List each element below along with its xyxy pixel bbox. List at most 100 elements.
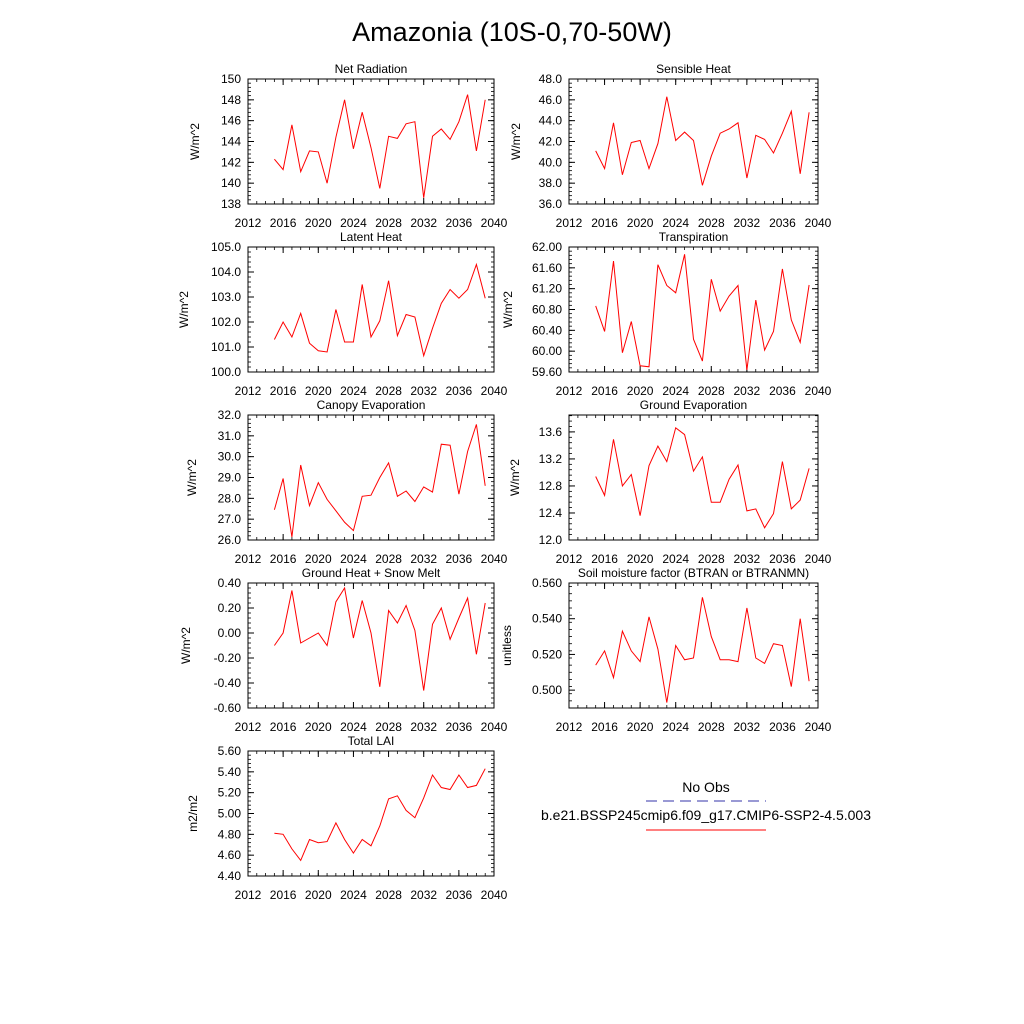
y-tick-label: 12.8 xyxy=(539,479,563,493)
panel-title: Canopy Evaporation xyxy=(317,398,426,412)
y-tick-label: 44.0 xyxy=(539,114,563,128)
y-tick-label: 102.0 xyxy=(211,315,241,329)
legend-case-label: b.e21.BSSP245cmip6.f09_g17.CMIP6-SSP2-4.… xyxy=(541,807,871,823)
legend-obs-label: No Obs xyxy=(682,779,729,795)
x-tick-label: 2032 xyxy=(410,216,437,230)
x-tick-label: 2036 xyxy=(769,216,796,230)
y-tick-label: 13.6 xyxy=(539,425,563,439)
x-tick-label: 2016 xyxy=(270,552,297,566)
x-tick-label: 2032 xyxy=(410,888,437,902)
y-axis-label: W/m^2 xyxy=(501,291,515,328)
y-tick-label: 46.0 xyxy=(539,93,563,107)
legend: No Obs b.e21.BSSP245cmip6.f09_g17.CMIP6-… xyxy=(541,779,871,831)
chart-panel-3: Latent Heat W/m^2 2012 2016 2020 2024 2028 2032… xyxy=(177,230,508,398)
x-tick-label: 2040 xyxy=(481,384,508,398)
panel-title: Transpiration xyxy=(659,230,729,244)
y-axis-label: W/m^2 xyxy=(179,627,193,664)
x-tick-label: 2020 xyxy=(305,216,332,230)
x-tick-label: 2032 xyxy=(734,216,761,230)
x-tick-label: 2036 xyxy=(769,552,796,566)
x-tick-label: 2020 xyxy=(627,384,654,398)
x-tick-label: 2020 xyxy=(305,888,332,902)
y-tick-label: 146 xyxy=(221,114,241,128)
x-tick-label: 2012 xyxy=(235,552,262,566)
y-tick-label: 104.0 xyxy=(211,265,241,279)
x-tick-label: 2028 xyxy=(698,216,725,230)
x-tick-label: 2040 xyxy=(805,552,832,566)
y-tick-label: 60.80 xyxy=(532,303,562,317)
x-tick-label: 2024 xyxy=(340,888,367,902)
x-tick-label: 2012 xyxy=(235,888,262,902)
y-tick-label: 30.0 xyxy=(218,450,242,464)
x-tick-label: 2016 xyxy=(270,720,297,734)
series-line xyxy=(273,586,486,691)
series-line xyxy=(595,426,810,529)
x-tick-label: 2032 xyxy=(734,384,761,398)
chart-panel-7: Ground Heat + Snow Melt W/m^2 2012 2016 2020… xyxy=(179,566,508,734)
x-tick-label: 2028 xyxy=(375,216,402,230)
y-tick-label: 27.0 xyxy=(218,512,242,526)
chart-panel-8: Soil moisture factor (BTRAN or BTRANMN) u… xyxy=(500,566,832,734)
x-tick-label: 2036 xyxy=(446,216,473,230)
x-tick-label: 2040 xyxy=(481,888,508,902)
y-tick-label: 103.0 xyxy=(211,290,241,304)
series-line xyxy=(273,424,486,537)
chart-panel-2: Sensible Heat W/m^2 2012 2016 2020 2024 2028 20… xyxy=(509,62,832,230)
series-line xyxy=(274,768,486,862)
y-tick-label: 12.0 xyxy=(539,533,563,547)
y-tick-label: 48.0 xyxy=(539,72,563,86)
x-tick-label: 2036 xyxy=(769,720,796,734)
y-axis-label: W/m^2 xyxy=(509,123,523,160)
panel-title: Soil moisture factor (BTRAN or BTRANMN) xyxy=(578,566,809,580)
x-tick-label: 2028 xyxy=(375,384,402,398)
x-tick-label: 2028 xyxy=(698,384,725,398)
x-tick-label: 2016 xyxy=(270,216,297,230)
y-tick-label: 144 xyxy=(221,135,241,149)
x-tick-label: 2024 xyxy=(340,384,367,398)
y-axis-label: W/m^2 xyxy=(188,123,202,160)
series-line xyxy=(595,597,810,703)
y-tick-label: 62.00 xyxy=(532,240,562,254)
series-line xyxy=(274,94,486,198)
x-tick-label: 2020 xyxy=(305,720,332,734)
x-tick-label: 2040 xyxy=(481,552,508,566)
y-axis-label: W/m^2 xyxy=(508,459,522,496)
series-line xyxy=(595,96,810,186)
y-tick-label: 105.0 xyxy=(211,240,241,254)
y-tick-label: 38.0 xyxy=(539,176,563,190)
y-tick-label: 4.40 xyxy=(218,869,242,883)
y-tick-label: 0.00 xyxy=(218,626,242,640)
plot-frame xyxy=(568,246,819,373)
y-tick-label: 0.40 xyxy=(218,576,242,590)
x-tick-label: 2020 xyxy=(627,720,654,734)
x-tick-label: 2024 xyxy=(662,552,689,566)
x-tick-label: 2040 xyxy=(805,384,832,398)
x-tick-label: 2028 xyxy=(375,720,402,734)
y-tick-label: 5.40 xyxy=(218,765,242,779)
y-tick-label: 61.60 xyxy=(532,261,562,275)
y-tick-label: 5.20 xyxy=(218,786,242,800)
x-tick-label: 2016 xyxy=(270,888,297,902)
x-tick-label: 2032 xyxy=(410,384,437,398)
x-tick-label: 2024 xyxy=(662,216,689,230)
x-tick-label: 2028 xyxy=(698,720,725,734)
y-tick-label: 32.0 xyxy=(218,408,242,422)
x-tick-label: 2012 xyxy=(235,720,262,734)
y-tick-label: 60.40 xyxy=(532,323,562,337)
x-tick-label: 2032 xyxy=(734,720,761,734)
x-tick-label: 2032 xyxy=(410,720,437,734)
y-tick-label: 0.540 xyxy=(532,612,562,626)
x-tick-label: 2036 xyxy=(446,384,473,398)
x-tick-label: 2012 xyxy=(556,552,583,566)
x-tick-label: 2016 xyxy=(591,552,618,566)
plot-frame xyxy=(247,582,495,709)
y-tick-label: 36.0 xyxy=(539,197,563,211)
y-tick-label: 61.20 xyxy=(532,282,562,296)
chart-panel-5: Canopy Evaporation W/m^2 2012 2016 2020 2024 2… xyxy=(185,398,508,566)
plot-frame xyxy=(247,78,495,205)
y-tick-label: 140 xyxy=(221,176,241,190)
series-line xyxy=(273,262,486,358)
y-axis-label: W/m^2 xyxy=(185,459,199,496)
y-tick-label: 29.0 xyxy=(218,471,242,485)
